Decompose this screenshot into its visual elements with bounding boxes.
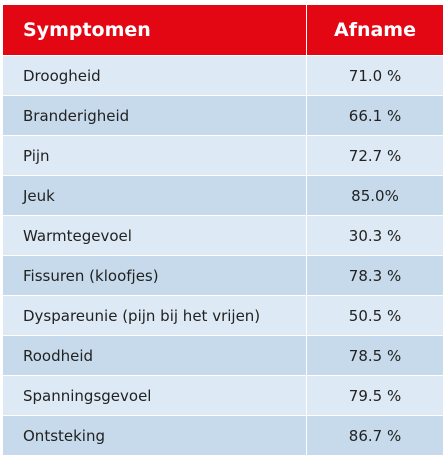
table-row: Pijn 72.7 %	[2, 135, 444, 176]
symptom-cell: Warmtegevoel	[2, 215, 307, 256]
symptom-cell: Branderigheid	[2, 95, 307, 136]
symptom-cell: Roodheid	[2, 335, 307, 376]
table-row: Fissuren (kloofjes) 78.3 %	[2, 255, 444, 296]
reduction-cell: 85.0%	[306, 175, 444, 216]
reduction-cell: 66.1 %	[306, 95, 444, 136]
reduction-cell: 71.0 %	[306, 55, 444, 96]
reduction-cell: 72.7 %	[306, 135, 444, 176]
header-row: Symptomen Afname	[2, 4, 444, 56]
table-row: Roodheid 78.5 %	[2, 335, 444, 376]
symptom-cell: Jeuk	[2, 175, 307, 216]
table-row: Droogheid 71.0 %	[2, 55, 444, 96]
header-cell: Symptomen	[2, 4, 307, 56]
reduction-cell: 86.7 %	[306, 415, 444, 456]
table-row: Ontsteking 86.7 %	[2, 415, 444, 456]
table-row: Dyspareunie (pijn bij het vrijen) 50.5 %	[2, 295, 444, 336]
table-container: Symptomen Afname Droogheid 71.0 % Branderi…	[2, 4, 444, 456]
reduction-cell: 78.5 %	[306, 335, 444, 376]
table-header: Symptomen Afname	[2, 4, 444, 56]
symptom-cell: Spanningsgevoel	[2, 375, 307, 416]
table-body: Droogheid 71.0 % Branderigheid 66.1 % Pijn 72…	[2, 55, 444, 456]
symptom-cell: Fissuren (kloofjes)	[2, 255, 307, 296]
symptom-cell: Dyspareunie (pijn bij het vrijen)	[2, 295, 307, 336]
reduction-cell: 50.5 %	[306, 295, 444, 336]
symptom-cell: Droogheid	[2, 55, 307, 96]
header-cell: Afname	[306, 4, 444, 56]
reduction-cell: 79.5 %	[306, 375, 444, 416]
reduction-cell: 30.3 %	[306, 215, 444, 256]
table-row: Branderigheid 66.1 %	[2, 95, 444, 136]
table-row: Warmtegevoel 30.3 %	[2, 215, 444, 256]
table-row: Spanningsgevoel 79.5 %	[2, 375, 444, 416]
reduction-cell: 78.3 %	[306, 255, 444, 296]
symptom-cell: Pijn	[2, 135, 307, 176]
table: Symptomen Afname Droogheid 71.0 % Branderi…	[2, 4, 444, 456]
symptom-cell: Ontsteking	[2, 415, 307, 456]
table-row: Jeuk 85.0%	[2, 175, 444, 216]
